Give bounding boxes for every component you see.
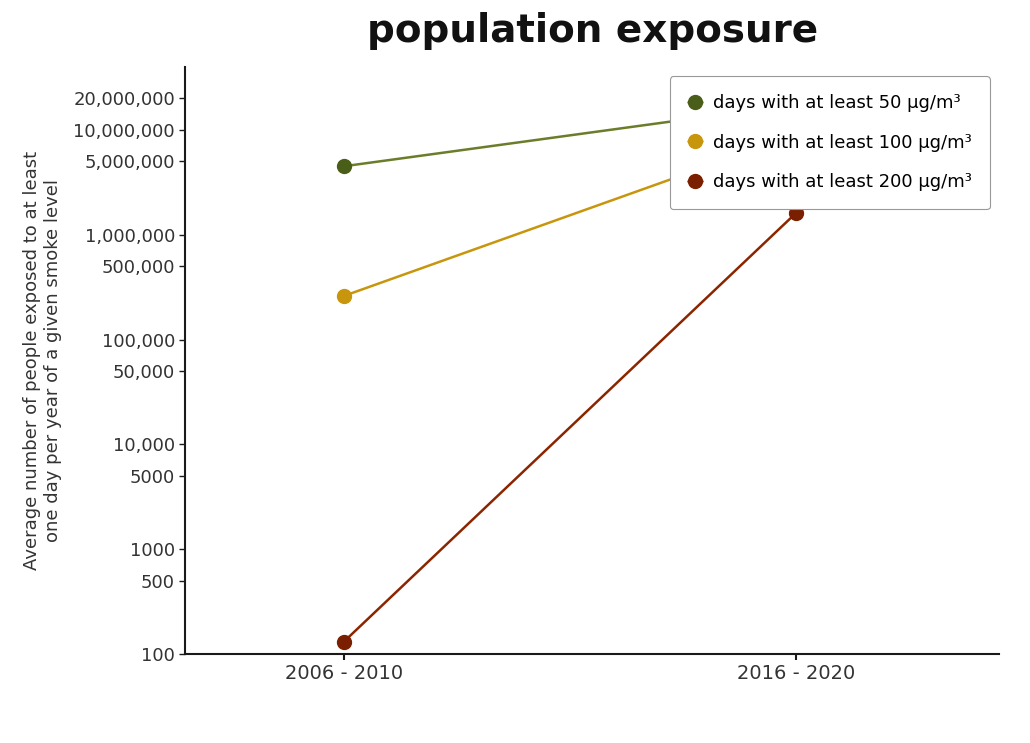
Title: population exposure: population exposure: [367, 12, 818, 50]
Line: days with at least 50 μg/m³: days with at least 50 μg/m³: [337, 97, 802, 173]
days with at least 100 μg/m³: [790, 130, 802, 139]
Line: days with at least 200 μg/m³: days with at least 200 μg/m³: [337, 207, 802, 649]
Y-axis label: Average number of people exposed to at least
one day per year of a given smoke l: Average number of people exposed to at l…: [24, 151, 62, 570]
days with at least 100 μg/m³: [338, 291, 350, 300]
days with at least 200 μg/m³: [790, 209, 802, 218]
days with at least 200 μg/m³: [338, 637, 350, 646]
Line: days with at least 100 μg/m³: days with at least 100 μg/m³: [337, 128, 802, 303]
days with at least 50 μg/m³: [338, 162, 350, 171]
Legend: days with at least 50 μg/m³, days with at least 100 μg/m³, days with at least 20: days with at least 50 μg/m³, days with a…: [670, 76, 990, 210]
days with at least 50 μg/m³: [790, 100, 802, 109]
